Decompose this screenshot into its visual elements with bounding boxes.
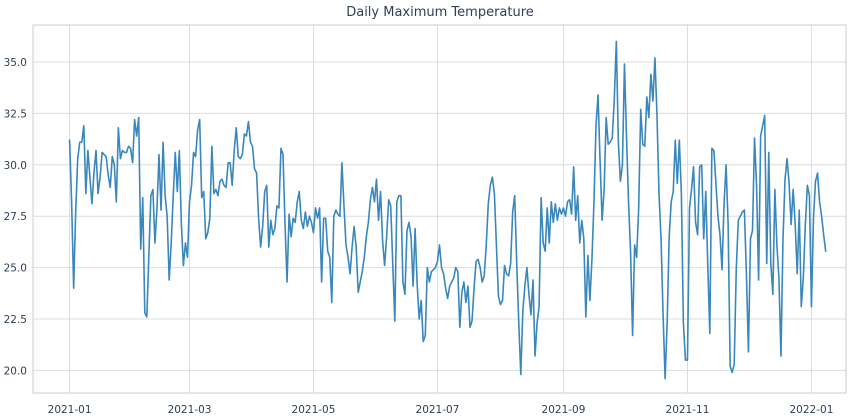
y-tick-label: 27.5 bbox=[4, 211, 27, 223]
x-tick-label: 2021-11 bbox=[666, 404, 710, 416]
x-tick-label: 2021-01 bbox=[48, 404, 92, 416]
x-tick-label: 2022-01 bbox=[790, 404, 834, 416]
chart-title: Daily Maximum Temperature bbox=[346, 5, 534, 20]
x-tick-label: 2021-07 bbox=[416, 404, 460, 416]
series-line-temperature bbox=[68, 40, 827, 380]
x-tick-label: 2021-03 bbox=[168, 404, 212, 416]
x-tick-label: 2021-05 bbox=[292, 404, 336, 416]
plot-frame bbox=[32, 24, 847, 394]
y-tick-label: 25.0 bbox=[4, 263, 27, 275]
y-tick-label: 30.0 bbox=[4, 160, 27, 172]
y-tick-label: 22.5 bbox=[4, 314, 27, 326]
y-tick-label: 32.5 bbox=[4, 108, 27, 120]
x-tick-labels: 2021-01 2021-03 2021-05 2021-07 2021-09 2021-… bbox=[48, 404, 834, 416]
y-tick-labels: 20.0 22.5 25.0 27.5 30.0 32.5 35.0 bbox=[4, 57, 27, 377]
x-tick-label: 2021-09 bbox=[542, 404, 586, 416]
y-tick-label: 20.0 bbox=[4, 365, 27, 377]
y-tick-label: 35.0 bbox=[4, 57, 27, 69]
